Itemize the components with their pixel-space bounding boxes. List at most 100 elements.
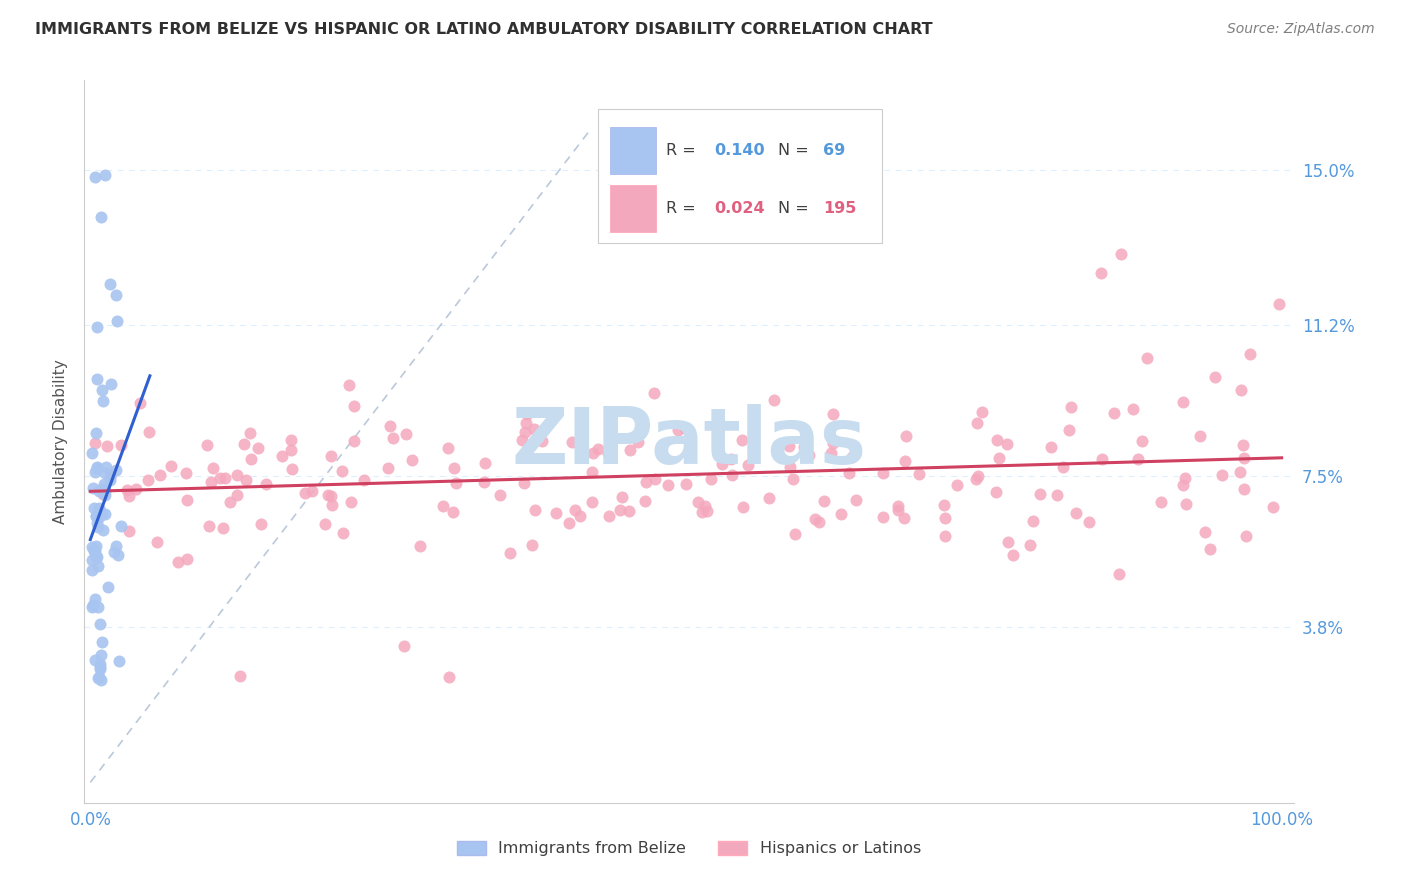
Point — [598, 508, 620, 523]
Point — [136, 473, 159, 487]
Point — [731, 500, 754, 514]
Point — [995, 437, 1018, 451]
Point — [1229, 383, 1251, 397]
Point — [516, 408, 538, 422]
Text: IMMIGRANTS FROM BELIZE VS HISPANIC OR LATINO AMBULATORY DISABILITY CORRELATION C: IMMIGRANTS FROM BELIZE VS HISPANIC OR LA… — [35, 22, 932, 37]
Point — [546, 506, 568, 520]
Text: 0.024: 0.024 — [714, 201, 765, 216]
Point — [86, 372, 108, 386]
Point — [970, 405, 993, 419]
Point — [86, 516, 108, 530]
Point — [1040, 440, 1063, 454]
Point — [343, 399, 366, 413]
Point — [128, 396, 150, 410]
Point — [1130, 434, 1153, 448]
Point — [229, 668, 252, 682]
Point — [280, 443, 302, 458]
Point — [908, 467, 931, 481]
Point — [83, 544, 105, 558]
Point — [104, 463, 127, 477]
Point — [91, 507, 114, 521]
Point — [673, 421, 696, 435]
Point — [437, 442, 460, 456]
Point — [84, 539, 107, 553]
Point — [737, 458, 759, 472]
Point — [499, 546, 522, 560]
Point — [377, 461, 399, 475]
Point — [86, 320, 108, 334]
Point — [107, 548, 129, 562]
Point — [218, 494, 240, 508]
Point — [103, 545, 125, 559]
Point — [782, 472, 804, 486]
Point — [730, 433, 752, 447]
Point — [332, 526, 354, 541]
Point — [619, 442, 641, 457]
Point — [513, 475, 536, 490]
Point — [657, 477, 679, 491]
Point — [86, 461, 108, 475]
Point — [301, 484, 323, 499]
Point — [793, 440, 815, 454]
Point — [83, 544, 105, 558]
Point — [474, 475, 496, 489]
Point — [799, 448, 821, 462]
Point — [1029, 487, 1052, 501]
Point — [93, 507, 115, 521]
Point — [1102, 406, 1125, 420]
Point — [644, 472, 666, 486]
Point — [233, 437, 256, 451]
Point — [174, 466, 197, 480]
Point — [87, 505, 110, 519]
Point — [721, 468, 744, 483]
Point — [602, 431, 624, 445]
Point — [337, 378, 360, 392]
Point — [200, 475, 222, 489]
Point — [82, 598, 104, 612]
Point — [250, 516, 273, 531]
Point — [1199, 542, 1222, 557]
Point — [934, 529, 956, 543]
Point — [1128, 451, 1150, 466]
Point — [89, 617, 111, 632]
Point — [118, 489, 141, 503]
Point — [89, 657, 111, 672]
FancyBboxPatch shape — [599, 109, 883, 243]
Point — [98, 473, 121, 487]
Point — [582, 445, 605, 459]
Point — [823, 436, 845, 450]
Point — [1060, 400, 1083, 414]
Point — [124, 482, 146, 496]
Point — [82, 445, 104, 459]
Point — [894, 429, 917, 443]
Point — [146, 535, 169, 549]
Point — [966, 416, 988, 430]
Point — [214, 471, 236, 485]
Point — [1188, 429, 1211, 443]
Point — [894, 454, 917, 468]
Point — [690, 505, 713, 519]
Point — [91, 523, 114, 537]
Point — [700, 472, 723, 486]
Point — [110, 438, 132, 452]
Point — [409, 539, 432, 553]
Point — [720, 451, 742, 466]
Point — [138, 425, 160, 439]
Point — [80, 599, 103, 614]
Point — [93, 476, 115, 491]
Point — [441, 505, 464, 519]
Point — [104, 539, 127, 553]
Text: 195: 195 — [823, 201, 856, 216]
Point — [841, 450, 863, 465]
Point — [208, 471, 231, 485]
Point — [330, 464, 353, 478]
Point — [202, 461, 225, 475]
Point — [643, 386, 665, 401]
Point — [87, 599, 110, 614]
Point — [98, 277, 121, 291]
Point — [83, 591, 105, 606]
Point — [1108, 566, 1130, 581]
Point — [86, 520, 108, 534]
Point — [803, 512, 825, 526]
Point — [226, 468, 249, 483]
